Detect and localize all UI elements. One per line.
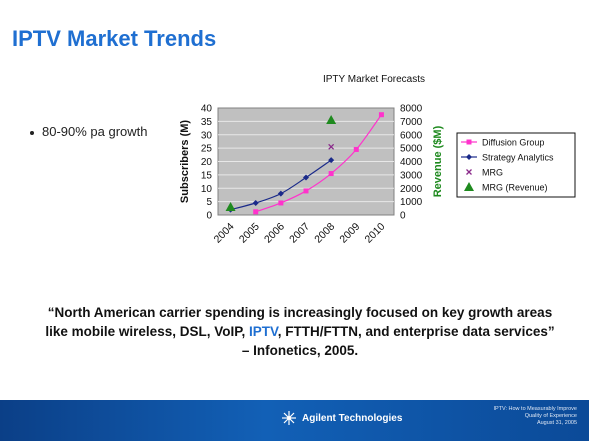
logo-text: Agilent Technologies [302,412,403,424]
y-tick-left: 35 [201,117,213,128]
quote-highlight: IPTV [248,324,278,339]
x-tick-label: 2004 [212,221,237,246]
legend-marker [466,139,472,145]
quote-part-2: , FTTH/FTTN, and enterprise data service… [241,324,555,358]
page-title: IPTV Market Trends [12,26,217,51]
footer-note-line-2: Quality of Experience [524,413,577,419]
chart-title: IPTY Market Forecasts [323,74,425,85]
data-point-0 [303,188,309,194]
data-point-1 [277,190,284,197]
y-axis-label-left: Subscribers (M) [179,120,191,203]
data-point-3 [225,201,236,211]
y-tick-left: 40 [201,104,213,115]
y-tick-right: 1000 [400,197,423,208]
data-point-0 [253,209,259,215]
footer-bar [0,400,589,441]
data-point-0 [328,171,334,177]
data-point-0 [378,112,384,118]
agilent-logo: Agilent Technologies [282,411,402,425]
y-tick-left: 30 [201,130,213,141]
footer-note-line-3: August 31, 2005 [536,420,577,426]
legend-marker [466,154,472,160]
x-tick-label: 2009 [337,221,362,246]
y-tick-right: 8000 [400,104,423,115]
y-tick-right: 0 [400,211,406,222]
footer-note-line-1: IPTV: How to Measurably Improve [493,406,577,412]
bullet-dot-icon [30,130,34,135]
quote-part-1: “North American carrier spending is incr… [45,305,553,339]
data-point-0 [278,200,284,206]
x-tick-label: 2005 [237,221,262,246]
legend-label: MRG [482,168,503,178]
x-tick-label: 2008 [312,221,337,246]
y-tick-left: 10 [201,184,213,195]
agilent-spark-icon [282,411,296,425]
x-tick-label: 2006 [262,221,287,246]
y-tick-right: 5000 [400,144,423,155]
y-tick-left: 20 [201,157,213,168]
footer-note: IPTV: How to Measurably Improve Quality … [493,406,577,427]
data-point-1 [252,199,259,206]
y-tick-right: 3000 [400,170,423,181]
data-point-3 [326,115,337,125]
legend-label: Strategy Analytics [482,153,554,163]
y-axis-label-right: Revenue ($M) [432,125,444,197]
x-tick-label: 2010 [363,221,388,246]
legend-marker [464,182,474,191]
y-tick-right: 2000 [400,184,423,195]
legend-label: Diffusion Group [482,138,544,148]
legend-box [456,132,576,198]
bullet-point: 80-90% pa growth [30,124,148,139]
y-tick-right: 4000 [400,157,423,168]
legend-label: MRG (Revenue) [482,183,548,193]
y-tick-left: 25 [201,144,213,155]
market-forecast-chart: 0 5 10 15 20 25 30 35 40 0 1000 2000 3000 4000 5000 600… [179,74,576,246]
y-tick-left: 0 [206,211,212,222]
y-tick-right: 7000 [400,117,423,128]
bullet-text: 80-90% pa growth [42,124,148,139]
quote-text: “North American carrier spending is incr… [40,303,560,360]
x-tick-label: 2007 [287,221,312,246]
y-tick-left: 5 [206,197,212,208]
data-point-1 [303,174,309,181]
data-point-2 [328,143,335,150]
legend-marker [466,169,472,175]
data-point-0 [353,146,359,152]
data-point-1 [328,157,335,164]
y-tick-left: 15 [201,170,213,181]
y-tick-right: 6000 [400,130,423,141]
